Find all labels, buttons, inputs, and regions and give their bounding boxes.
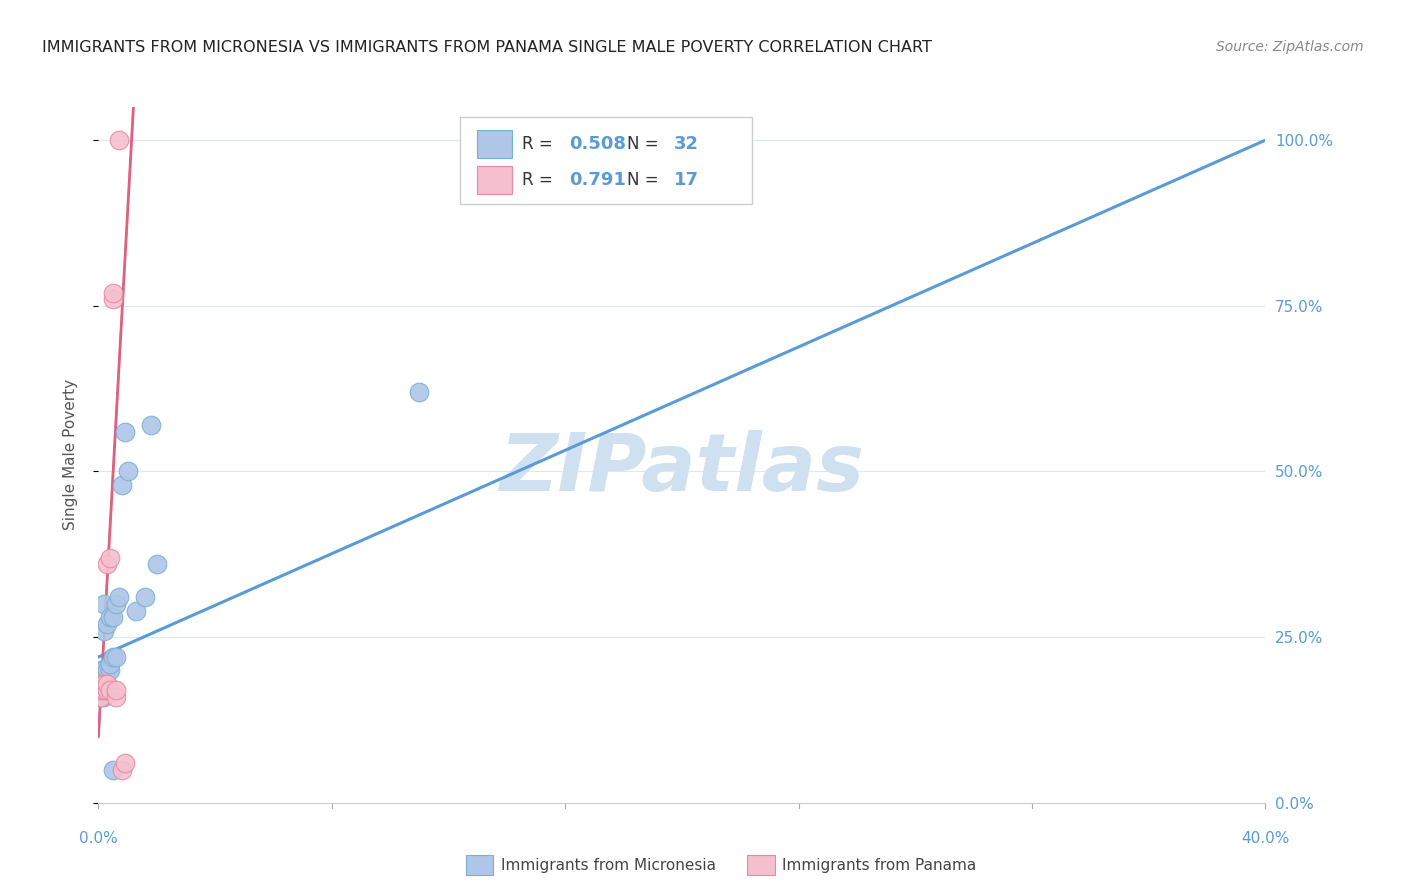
Point — [114, 756, 136, 770]
Text: Immigrants from Panama: Immigrants from Panama — [782, 858, 976, 872]
FancyBboxPatch shape — [477, 167, 512, 194]
Point — [101, 285, 124, 300]
Point — [125, 604, 148, 618]
Point — [93, 683, 115, 698]
Point — [93, 683, 115, 698]
Point — [134, 591, 156, 605]
Point — [93, 597, 115, 611]
Point — [408, 384, 430, 399]
Text: R =: R = — [522, 135, 558, 153]
Point — [90, 676, 112, 690]
Text: ZIPatlas: ZIPatlas — [499, 430, 865, 508]
Text: N =: N = — [627, 170, 664, 188]
Point — [598, 133, 620, 147]
Point — [101, 650, 124, 665]
Text: 0.508: 0.508 — [568, 135, 626, 153]
Point — [90, 683, 112, 698]
Point — [98, 683, 121, 698]
Text: 40.0%: 40.0% — [1241, 830, 1289, 846]
Text: 17: 17 — [673, 170, 699, 188]
Point — [117, 465, 139, 479]
Point — [98, 610, 121, 624]
Point — [146, 558, 169, 572]
Point — [93, 624, 115, 638]
Point — [101, 763, 124, 777]
Point — [90, 683, 112, 698]
Text: R =: R = — [522, 170, 558, 188]
Text: 32: 32 — [673, 135, 699, 153]
Point — [104, 597, 127, 611]
FancyBboxPatch shape — [477, 130, 512, 158]
Point — [98, 657, 121, 671]
Text: N =: N = — [627, 135, 664, 153]
Point — [108, 591, 131, 605]
Point — [96, 683, 118, 698]
Point — [90, 690, 112, 704]
Point — [114, 425, 136, 439]
Point — [90, 663, 112, 677]
Point — [93, 676, 115, 690]
Text: IMMIGRANTS FROM MICRONESIA VS IMMIGRANTS FROM PANAMA SINGLE MALE POVERTY CORRELA: IMMIGRANTS FROM MICRONESIA VS IMMIGRANTS… — [42, 40, 932, 55]
Point — [96, 558, 118, 572]
Point — [104, 650, 127, 665]
Point — [90, 683, 112, 698]
Point — [90, 676, 112, 690]
Point — [96, 676, 118, 690]
Point — [90, 690, 112, 704]
Point — [96, 676, 118, 690]
Point — [139, 418, 162, 433]
Point — [98, 663, 121, 677]
Point — [96, 663, 118, 677]
Point — [104, 683, 127, 698]
Point — [98, 550, 121, 565]
Text: 0.0%: 0.0% — [79, 830, 118, 846]
Point — [104, 690, 127, 704]
Point — [111, 477, 134, 491]
Text: Immigrants from Micronesia: Immigrants from Micronesia — [501, 858, 716, 872]
Point — [96, 683, 118, 698]
Point — [108, 133, 131, 147]
Text: 0.791: 0.791 — [568, 170, 626, 188]
Point — [111, 763, 134, 777]
FancyBboxPatch shape — [460, 118, 752, 204]
Text: Source: ZipAtlas.com: Source: ZipAtlas.com — [1216, 40, 1364, 54]
Point — [101, 292, 124, 306]
Y-axis label: Single Male Poverty: Single Male Poverty — [63, 379, 77, 531]
Point — [93, 663, 115, 677]
Point — [101, 610, 124, 624]
Point — [93, 690, 115, 704]
Point — [96, 616, 118, 631]
